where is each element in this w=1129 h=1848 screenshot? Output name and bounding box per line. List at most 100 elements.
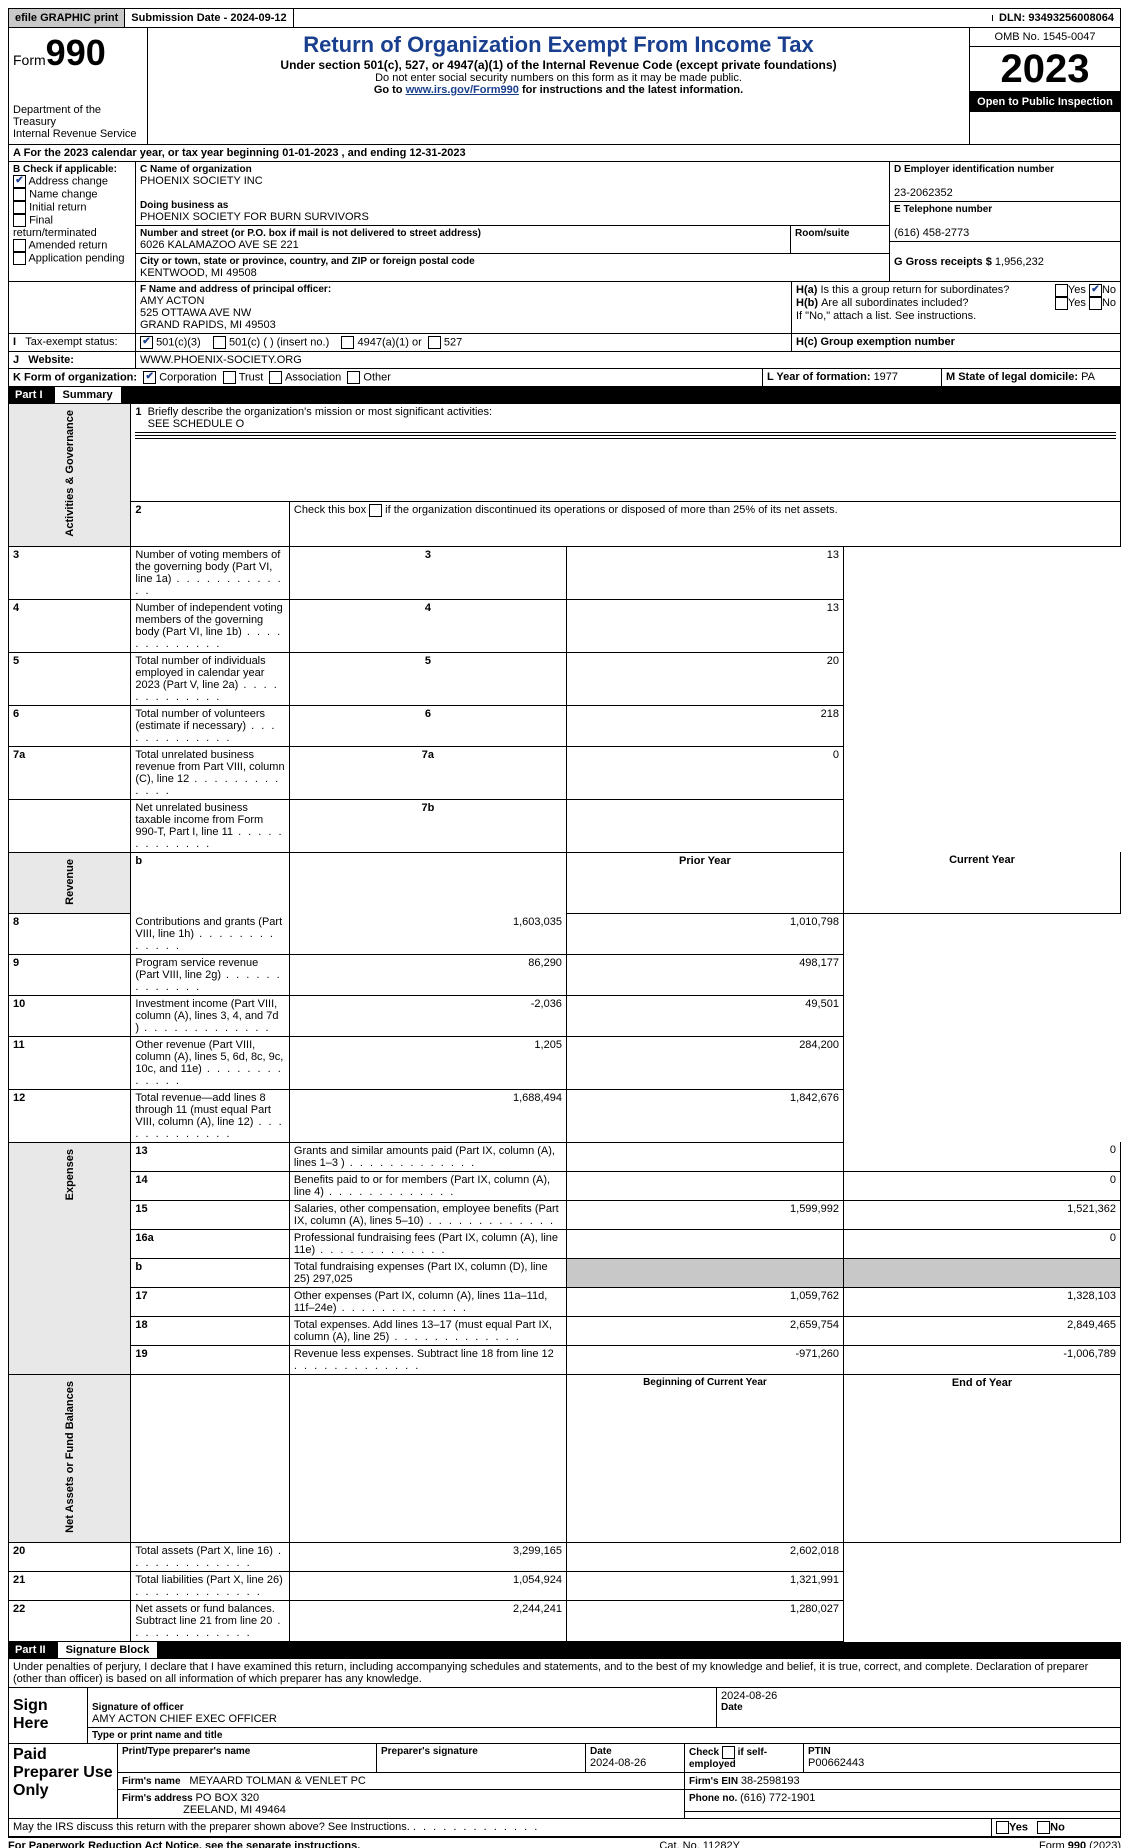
efile-label: efile GRAPHIC print xyxy=(9,9,125,27)
goto-line: Go to www.irs.gov/Form990 for instructio… xyxy=(156,84,961,96)
form-no: 990 xyxy=(46,32,106,73)
501c3-checkbox[interactable]: ✔ xyxy=(140,336,153,349)
officer-signature: AMY ACTON CHIEF EXEC OFFICER xyxy=(92,1713,277,1725)
b-item-label: Name change xyxy=(29,188,98,200)
i-lbl: Tax-exempt status: xyxy=(25,336,117,348)
warning: Do not enter social security numbers on … xyxy=(156,72,961,84)
goto-pre: Go to xyxy=(374,84,406,96)
current-year-hdr: Current Year xyxy=(843,852,1120,914)
k-o1: Corporation xyxy=(159,371,216,383)
hb-note: If "No," attach a list. See instructions… xyxy=(796,310,1116,322)
line2-text: Check this box if the organization disco… xyxy=(294,504,838,516)
firm-ein-lbl: Firm's EIN xyxy=(689,1776,741,1787)
prep-name-lbl: Print/Type preparer's name xyxy=(122,1746,372,1757)
form-word: Form xyxy=(13,52,46,68)
exp-row: 16aProfessional fundraising fees (Part I… xyxy=(9,1229,1121,1258)
b-checkbox[interactable]: ✔ xyxy=(13,175,26,188)
line2-checkbox[interactable] xyxy=(369,504,382,517)
na-hdr-end: End of Year xyxy=(843,1374,1120,1542)
part1-num: Part I xyxy=(15,389,55,401)
room-lbl: Room/suite xyxy=(795,228,885,239)
hb-yes-checkbox[interactable] xyxy=(1055,297,1068,310)
f-lbl: F Name and address of principal officer: xyxy=(140,284,787,295)
goto-post: for instructions and the latest informat… xyxy=(519,84,743,96)
rev-row: 10Investment income (Part VIII, column (… xyxy=(9,995,1121,1036)
state-domicile: PA xyxy=(1081,371,1095,383)
hb-no-checkbox[interactable] xyxy=(1089,297,1102,310)
firm-phone-lbl: Phone no. xyxy=(689,1793,740,1804)
b-checkbox[interactable] xyxy=(13,239,26,252)
dln-value: 93493256008064 xyxy=(1028,12,1114,24)
dln-cell: DLN: 93493256008064 xyxy=(993,9,1120,27)
addr-lbl: Number and street (or P.O. box if mail i… xyxy=(140,228,786,239)
exp-row: bTotal fundraising expenses (Part IX, co… xyxy=(9,1258,1121,1287)
footer-right: Form 990 (2023) xyxy=(1039,1840,1121,1848)
na-row: 21Total liabilities (Part X, line 26)1,0… xyxy=(9,1571,1121,1600)
form990-link[interactable]: www.irs.gov/Form990 xyxy=(406,84,519,96)
ha-no-checkbox[interactable]: ✔ xyxy=(1089,284,1102,297)
b-checkbox[interactable] xyxy=(13,214,26,227)
b-checkbox[interactable] xyxy=(13,252,26,265)
k-o4: Other xyxy=(363,371,391,383)
gov-row: Net unrelated business taxable income fr… xyxy=(9,799,1121,852)
gov-row: 4Number of independent voting members of… xyxy=(9,599,1121,652)
open-inspection: Open to Public Inspection xyxy=(970,91,1120,112)
signature-table: Sign Here Signature of officerAMY ACTON … xyxy=(8,1688,1121,1744)
officer-addr2: GRAND RAPIDS, MI 49503 xyxy=(140,319,276,331)
prior-year-hdr: Prior Year xyxy=(566,852,843,914)
b-checkbox[interactable] xyxy=(13,201,26,214)
street-address: 6026 KALAMAZOO AVE SE 221 xyxy=(140,239,299,251)
ha-yes-checkbox[interactable] xyxy=(1055,284,1068,297)
header-left: Form990 Department of the Treasury Inter… xyxy=(9,28,148,144)
mission-text: SEE SCHEDULE O xyxy=(148,418,245,430)
k-o2: Trust xyxy=(239,371,264,383)
summary-table: Activities & Governance 1 Briefly descri… xyxy=(8,404,1121,1642)
4947-checkbox[interactable] xyxy=(341,336,354,349)
527-checkbox[interactable] xyxy=(428,336,441,349)
city-lbl: City or town, state or province, country… xyxy=(140,256,885,267)
na-row: 22Net assets or fund balances. Subtract … xyxy=(9,1600,1121,1641)
self-emp-checkbox[interactable] xyxy=(722,1746,735,1759)
firm-name: MEYAARD TOLMAN & VENLET PC xyxy=(189,1775,365,1787)
exp-row: 17Other expenses (Part IX, column (A), l… xyxy=(9,1287,1121,1316)
firm-ein: 38-2598193 xyxy=(741,1775,800,1787)
b-item-label: Initial return xyxy=(29,201,86,213)
na-header-row: Net Assets or Fund Balances Beginning of… xyxy=(9,1374,1121,1542)
na-hdr-begin: Beginning of Current Year xyxy=(566,1374,843,1542)
discuss-no-checkbox[interactable] xyxy=(1037,1821,1050,1834)
prep-check: Check if self-employed xyxy=(689,1746,799,1770)
discuss-row: May the IRS discuss this return with the… xyxy=(8,1819,1121,1837)
assoc-checkbox[interactable] xyxy=(269,371,282,384)
other-checkbox[interactable] xyxy=(347,371,360,384)
submission-date: 2024-09-12 xyxy=(230,12,286,24)
b-item-label: Application pending xyxy=(28,252,124,264)
prep-date: 2024-08-26 xyxy=(590,1757,646,1769)
gross-lbl: G Gross receipts $ xyxy=(894,256,995,268)
line1-lbl: Briefly describe the organization's miss… xyxy=(148,406,492,418)
section-h: H(a) Is this a group return for subordin… xyxy=(792,282,1120,333)
ptin-lbl: PTIN xyxy=(808,1746,1116,1757)
501c-checkbox[interactable] xyxy=(213,336,226,349)
discuss-text: May the IRS discuss this return with the… xyxy=(13,1821,410,1833)
c-name-lbl: C Name of organization xyxy=(140,164,885,175)
officer-addr1: 525 OTTAWA AVE NW xyxy=(140,307,251,319)
b-item: Application pending xyxy=(13,252,131,265)
i-o1: 501(c)(3) xyxy=(156,336,201,348)
a-pre: For the 2023 calendar year, or tax year … xyxy=(24,147,283,159)
b-item: Final return/terminated xyxy=(13,214,131,239)
footer-left: For Paperwork Reduction Act Notice, see … xyxy=(8,1840,360,1848)
b-checkbox[interactable] xyxy=(13,188,26,201)
submission-cell: Submission Date - 2024-09-12 xyxy=(125,9,293,27)
firm-addr1: PO BOX 320 xyxy=(196,1792,260,1804)
omb-number: OMB No. 1545-0047 xyxy=(970,28,1120,47)
section-j: J Website: WWW.PHOENIX-SOCIETY.ORG xyxy=(8,352,1121,369)
exp-row: 19Revenue less expenses. Subtract line 1… xyxy=(9,1345,1121,1374)
section-c: C Name of organization PHOENIX SOCIETY I… xyxy=(136,162,890,281)
i-o2: 501(c) ( ) (insert no.) xyxy=(229,336,329,348)
part2-num: Part II xyxy=(15,1644,58,1656)
trust-checkbox[interactable] xyxy=(223,371,236,384)
discuss-yes-checkbox[interactable] xyxy=(996,1821,1009,1834)
exp-row: 15Salaries, other compensation, employee… xyxy=(9,1200,1121,1229)
section-i: I Tax-exempt status: ✔ 501(c)(3) 501(c) … xyxy=(8,334,1121,352)
corp-checkbox[interactable]: ✔ xyxy=(143,371,156,384)
